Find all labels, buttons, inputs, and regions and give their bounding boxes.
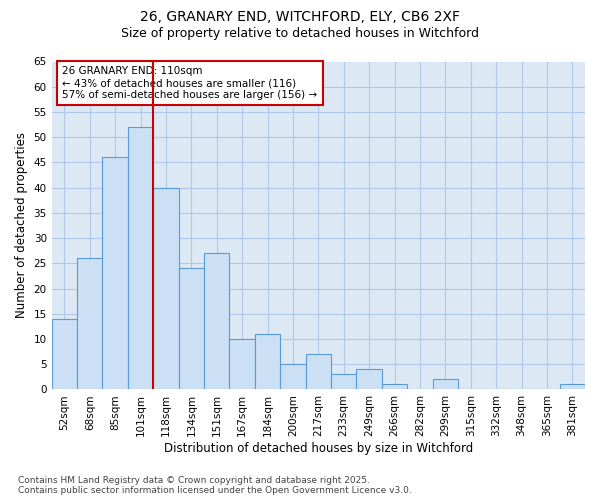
X-axis label: Distribution of detached houses by size in Witchford: Distribution of detached houses by size … [164, 442, 473, 455]
Bar [153, 188, 179, 390]
Text: 26 GRANARY END: 110sqm
← 43% of detached houses are smaller (116)
57% of semi-de: 26 GRANARY END: 110sqm ← 43% of detached… [62, 66, 317, 100]
Bar [77, 258, 103, 390]
Bar [52, 319, 77, 390]
Bar [305, 354, 331, 390]
Bar [331, 374, 356, 390]
Bar [560, 384, 585, 390]
Bar [128, 127, 153, 390]
Bar [433, 380, 458, 390]
Text: Contains HM Land Registry data © Crown copyright and database right 2025.
Contai: Contains HM Land Registry data © Crown c… [18, 476, 412, 495]
Bar [280, 364, 305, 390]
Text: Size of property relative to detached houses in Witchford: Size of property relative to detached ho… [121, 28, 479, 40]
Bar [204, 253, 229, 390]
Bar [229, 339, 255, 390]
Bar [382, 384, 407, 390]
Bar [356, 370, 382, 390]
Bar [103, 158, 128, 390]
Y-axis label: Number of detached properties: Number of detached properties [15, 132, 28, 318]
Bar [179, 268, 204, 390]
Bar [255, 334, 280, 390]
Text: 26, GRANARY END, WITCHFORD, ELY, CB6 2XF: 26, GRANARY END, WITCHFORD, ELY, CB6 2XF [140, 10, 460, 24]
